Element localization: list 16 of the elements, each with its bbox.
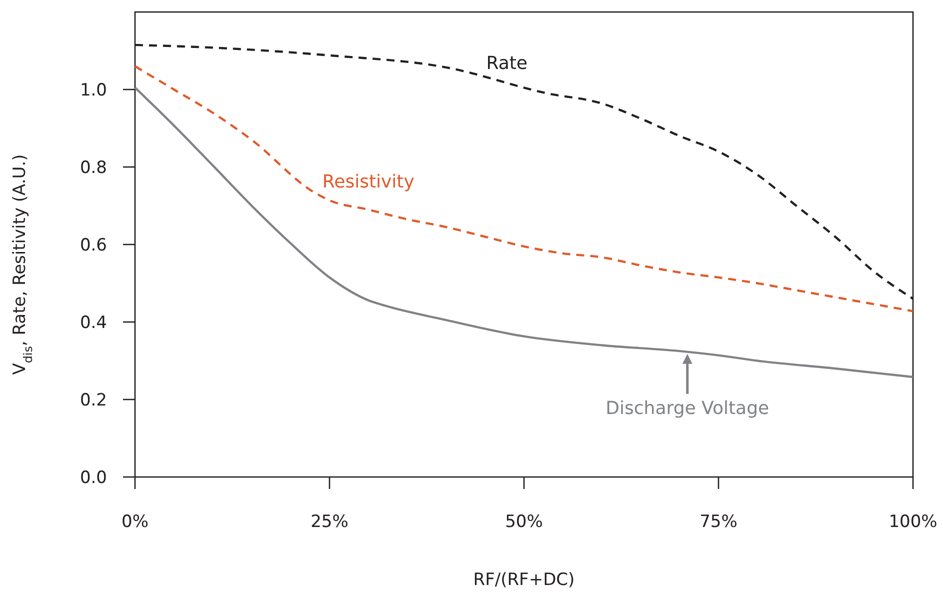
x-tick-label: 25% [310,512,348,532]
x-axis-title: RF/(RF+DC) [473,570,575,590]
y-tick-label: 0.0 [80,468,107,488]
y-tick-label: 1.0 [80,80,107,100]
line-series [134,86,914,378]
y-tick-label: 0.8 [80,158,107,178]
y-tick-label: 0.2 [80,390,107,410]
y-tick-label: 0.4 [80,313,107,333]
x-tick-label: 50% [505,512,543,532]
legend-label: Discharge Voltage [606,398,770,419]
series-label: Resistivity [322,172,415,193]
series-label: Rate [486,52,528,74]
x-tick-label: 100% [888,512,938,532]
x-tick-label: 75% [700,512,738,532]
x-tick-label: 0% [122,512,148,532]
y-tick-label: 0.6 [80,236,107,256]
